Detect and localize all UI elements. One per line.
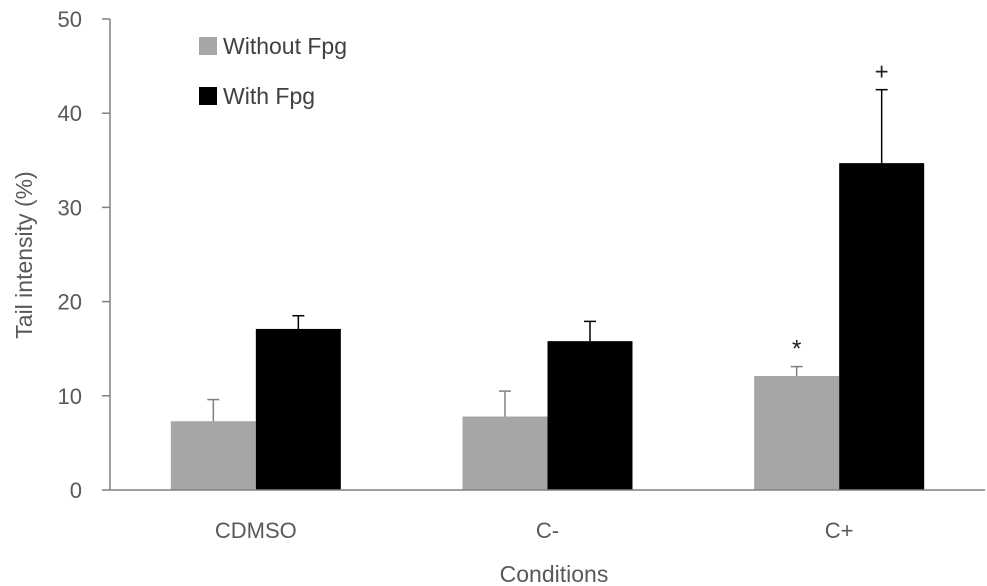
y-tick-label: 20 (58, 290, 82, 315)
x-tick-label: C+ (825, 518, 854, 543)
legend: Without Fpg With Fpg (199, 33, 347, 109)
bar (839, 163, 925, 490)
y-tick-label: 40 (58, 101, 82, 126)
y-tick-label: 30 (58, 195, 82, 220)
legend-swatch (199, 87, 217, 105)
y-axis-title: Tail intensity (%) (11, 171, 37, 338)
x-tick-label: C- (536, 518, 559, 543)
legend-swatch (199, 37, 217, 55)
y-tick-label: 50 (58, 7, 82, 32)
legend-label: Without Fpg (223, 33, 347, 59)
bar (547, 341, 633, 490)
x-axis: CDMSO C- C+ (110, 489, 985, 543)
y-tick-label: 0 (70, 478, 82, 503)
bar (754, 376, 840, 490)
significance-marker: + (875, 59, 889, 86)
bar (462, 416, 548, 490)
x-axis-title: Conditions (500, 561, 609, 586)
significance-marker: * (792, 336, 801, 363)
bar (170, 421, 256, 490)
x-tick-label: CDMSO (215, 518, 297, 543)
y-axis: 0 10 20 30 40 50 (58, 7, 111, 503)
y-tick-label: 10 (58, 384, 82, 409)
plot-area: *+ (170, 59, 925, 490)
legend-label: With Fpg (223, 83, 315, 109)
bar (255, 328, 341, 490)
